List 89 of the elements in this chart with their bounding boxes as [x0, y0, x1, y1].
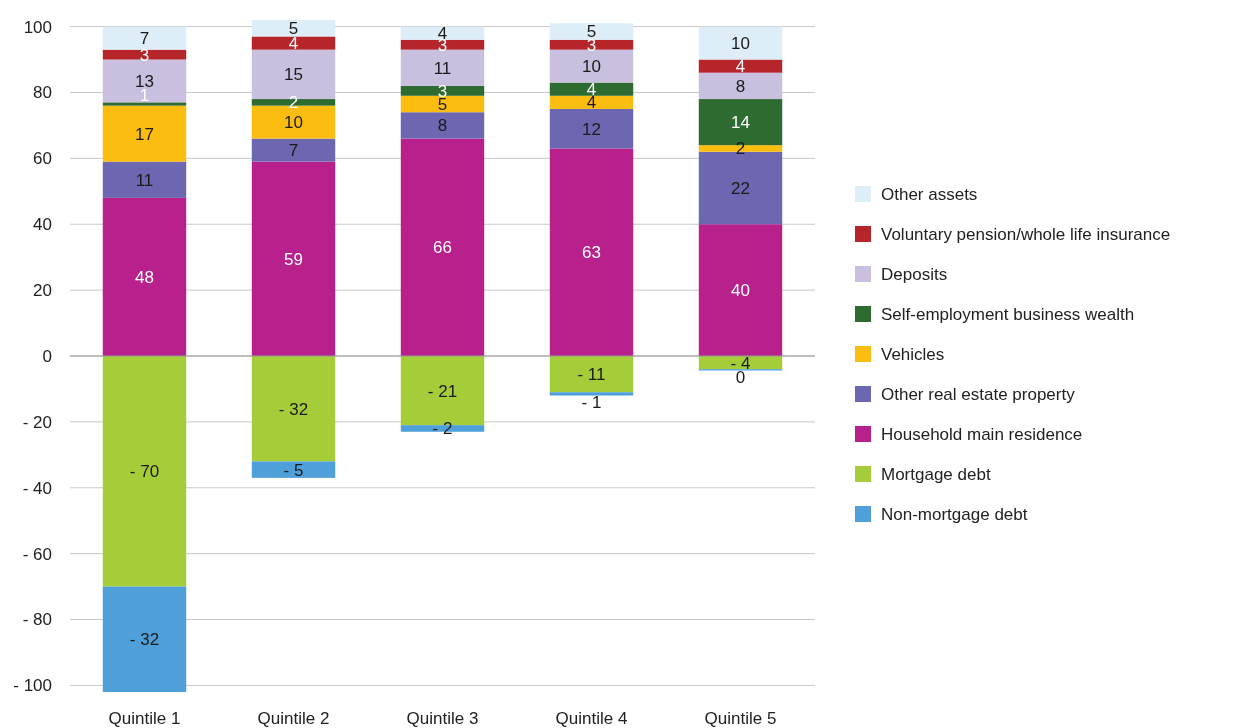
- bar: [102, 49, 187, 60]
- legend-label: Non-mortgage debt: [881, 504, 1028, 524]
- data-label: 0: [735, 368, 746, 388]
- data-label: 4: [288, 34, 299, 54]
- y-tick-label: 40: [33, 215, 52, 235]
- bar: [549, 39, 634, 50]
- data-label: 12: [582, 119, 601, 139]
- legend-label: Vehicles: [881, 344, 945, 364]
- legend-label: Household main residence: [881, 424, 1083, 444]
- bar: [102, 197, 187, 356]
- y-tick-label: - 100: [13, 676, 52, 696]
- bar: [400, 95, 485, 113]
- data-label: 8: [735, 76, 746, 96]
- data-label: 17: [135, 124, 154, 144]
- data-label: 10: [582, 57, 601, 77]
- data-label: - 1: [581, 393, 602, 413]
- data-label: - 21: [427, 381, 458, 401]
- data-label: 8: [437, 116, 448, 136]
- bar: [251, 20, 336, 37]
- bar: [251, 356, 336, 462]
- y-tick-label: 20: [33, 281, 52, 301]
- bar: [400, 49, 485, 86]
- bar: [400, 85, 485, 96]
- legend-label: Other assets: [881, 184, 978, 204]
- data-label: - 11: [577, 365, 606, 385]
- bar: [251, 161, 336, 356]
- bar: [251, 461, 336, 478]
- y-tick-label: - 20: [22, 412, 52, 432]
- y-tick-label: 0: [42, 346, 52, 366]
- data-label: 1: [139, 86, 150, 106]
- bar: [698, 72, 783, 100]
- y-tick-label: - 60: [22, 544, 52, 564]
- bar: [251, 36, 336, 50]
- data-label: 7: [288, 141, 299, 161]
- bar: [102, 161, 187, 198]
- bar: [400, 26, 485, 40]
- bar: [102, 26, 187, 50]
- bar: [549, 148, 634, 356]
- bar: [549, 95, 634, 109]
- legend-label: Voluntary pension/whole life insurance: [881, 224, 1171, 244]
- data-label: 11: [135, 170, 154, 190]
- x-tick-label: Quintile 1: [108, 709, 181, 728]
- y-tick-label: - 40: [22, 478, 52, 498]
- bar: [549, 49, 634, 83]
- bar: [698, 224, 783, 356]
- bar: [400, 39, 485, 50]
- bar: [549, 356, 634, 393]
- legend-label: Mortgage debt: [881, 464, 991, 484]
- y-tick-label: 60: [33, 149, 52, 169]
- bar: [102, 105, 187, 162]
- data-label: 59: [284, 249, 303, 269]
- bar: [698, 26, 783, 60]
- bar: [102, 586, 187, 692]
- data-label: - 70: [129, 462, 160, 482]
- data-label: 22: [731, 178, 750, 198]
- data-label: 11: [433, 58, 452, 78]
- bar: [549, 108, 634, 149]
- data-label: - 5: [283, 460, 304, 480]
- data-label: 63: [582, 243, 601, 263]
- y-tick-label: 100: [23, 17, 52, 37]
- bar: [102, 59, 187, 103]
- data-label: 40: [731, 281, 750, 301]
- bar: [549, 23, 634, 40]
- x-tick-label: Quintile 2: [257, 709, 330, 728]
- bar: [251, 138, 336, 162]
- x-tick-label: Quintile 4: [555, 709, 628, 728]
- data-label: 14: [731, 113, 750, 133]
- bar: [549, 392, 634, 396]
- data-label: 10: [284, 113, 303, 133]
- data-label: 15: [284, 65, 303, 85]
- bar: [102, 356, 187, 587]
- y-tick-label: - 80: [22, 610, 52, 630]
- data-label: - 32: [278, 399, 309, 419]
- y-tick-label: 80: [33, 83, 52, 103]
- data-label: 4: [735, 57, 746, 77]
- bar: [102, 102, 187, 106]
- data-label: 48: [135, 267, 154, 287]
- legend-label: Deposits: [881, 264, 948, 284]
- bar: [549, 82, 634, 96]
- data-label: 10: [731, 34, 750, 54]
- legend-label: Self-employment business wealth: [881, 304, 1135, 324]
- legend-label: Other real estate property: [881, 384, 1076, 404]
- bar: [698, 59, 783, 73]
- x-tick-label: Quintile 3: [406, 709, 479, 728]
- data-label: 66: [433, 238, 452, 258]
- bar: [400, 138, 485, 356]
- data-label: - 32: [129, 630, 160, 650]
- bar: [400, 112, 485, 139]
- x-tick-label: Quintile 5: [704, 709, 777, 728]
